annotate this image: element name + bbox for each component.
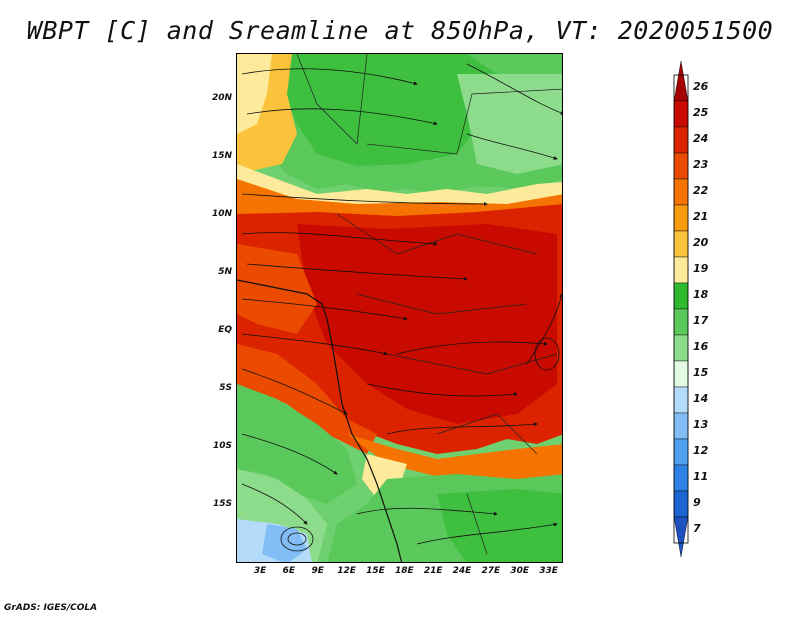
y-tick-label: 5S	[219, 383, 232, 394]
colorbar-label: 9	[693, 496, 701, 509]
x-tick-label: 30E	[510, 566, 530, 576]
field-southwest-orange	[237, 344, 377, 454]
map-panel	[236, 53, 563, 563]
y-tick-label: 15S	[212, 499, 232, 510]
y-tick-label: 10N	[211, 209, 232, 220]
colorbar-label: 7	[693, 522, 701, 535]
field-core-dark-red	[297, 224, 557, 424]
x-tick-label: 6E	[282, 566, 296, 576]
colorbar-segment	[673, 334, 689, 362]
x-tick-label: 33E	[539, 566, 558, 576]
colorbar-label: 12	[693, 444, 709, 457]
colorbar-label: 22	[693, 184, 709, 197]
colorbar-label: 21	[693, 210, 709, 223]
footer-credit: GrADS: IGES/COLA	[4, 603, 98, 613]
plot-title: WBPT [C] and Sreamline at 850hPa, VT: 20…	[26, 16, 774, 45]
wbpt-field	[237, 54, 562, 562]
colorbar-segment	[673, 178, 689, 206]
country-borders	[296, 54, 562, 555]
colorbar-segment	[673, 282, 689, 310]
streamlines	[241, 63, 562, 552]
colorbar-segment	[673, 152, 689, 180]
coastline	[237, 279, 403, 562]
colorbar-segment	[673, 256, 689, 284]
colorbar-label: 13	[693, 418, 709, 431]
y-tick-label: EQ	[218, 325, 232, 336]
field-south-orange	[347, 434, 562, 484]
y-tick-label: 10S	[212, 441, 232, 452]
field-northwest-yellow	[237, 54, 272, 134]
x-tick-label: 15E	[366, 566, 385, 576]
x-tick-label: 12E	[337, 566, 356, 576]
y-tick-label: 20N	[211, 93, 232, 104]
x-tick-label: 3E	[253, 566, 267, 576]
colorbar-segment	[673, 126, 689, 154]
x-tick-label: 24E	[452, 566, 472, 576]
colorbar-segment	[673, 308, 689, 336]
colorbar-label: 25	[693, 106, 709, 119]
colorbar-label: 20	[693, 236, 709, 249]
x-tick-label: 9E	[311, 566, 324, 576]
field-northeast-light-green	[457, 74, 562, 174]
colorbar-label: 24	[693, 132, 709, 145]
colorbar-segment	[673, 412, 689, 440]
colorbar-label: 19	[693, 262, 709, 275]
colorbar-bottom-arrow	[673, 516, 689, 557]
field-south-green	[237, 384, 357, 504]
y-tick-label: 5N	[218, 267, 232, 278]
colorbar-label: 14	[693, 392, 709, 405]
colorbar	[673, 61, 689, 557]
colorbar-top-arrow	[673, 61, 689, 102]
x-tick-label: 18E	[394, 566, 414, 576]
colorbar-segment	[673, 100, 689, 128]
y-tick-label: 15N	[211, 151, 232, 162]
colorbar-label: 11	[693, 470, 709, 483]
field-southwest-deep-blue	[262, 524, 307, 562]
field-southeast-dark-green	[437, 489, 562, 562]
colorbar-segment	[673, 230, 689, 258]
colorbar-segment	[673, 360, 689, 388]
colorbar-segment	[673, 386, 689, 414]
field-west-orange	[237, 244, 317, 334]
colorbar-segment	[673, 204, 689, 232]
colorbar-label: 26	[693, 80, 709, 93]
colorbar-label: 17	[693, 314, 709, 327]
colorbar-segment	[673, 464, 689, 492]
colorbar-segment	[673, 490, 689, 518]
x-tick-label: 27E	[481, 566, 501, 576]
colorbar-label: 18	[693, 288, 709, 301]
colorbar-label: 15	[693, 366, 709, 379]
colorbar-segment	[673, 438, 689, 466]
x-tick-label: 21E	[423, 566, 443, 576]
field-north-dark-green	[277, 54, 497, 166]
colorbar-label: 16	[693, 340, 709, 353]
colorbar-label: 23	[693, 158, 709, 171]
